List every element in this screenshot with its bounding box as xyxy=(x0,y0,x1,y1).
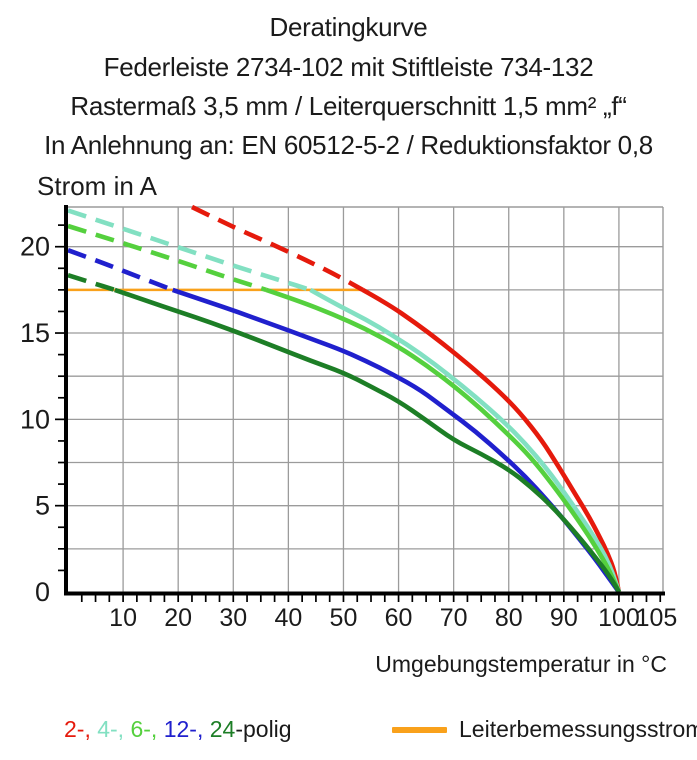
curve-24-polig-solid xyxy=(114,287,621,594)
x-tick-label: 40 xyxy=(274,604,302,632)
poles-legend-part: 2-, xyxy=(64,716,98,742)
y-tick-label: 0 xyxy=(35,577,50,607)
curve-4-polig-solid xyxy=(309,287,622,593)
y-tick-label: 20 xyxy=(20,232,50,262)
title-line-1: Deratingkurve xyxy=(269,12,428,42)
x-tick-label: 100 xyxy=(598,604,640,632)
x-tick-label: 10 xyxy=(109,604,137,632)
poles-legend-part: 6-, xyxy=(130,716,164,742)
x-tick-label: 90 xyxy=(550,604,578,632)
y-axis-title: Strom in A xyxy=(37,171,157,201)
x-tick-label: 60 xyxy=(385,604,413,632)
y-tick-label: 15 xyxy=(20,318,50,348)
poles-legend: 2-, 4-, 6-, 12-, 24-polig xyxy=(64,716,292,743)
x-tick-label: 50 xyxy=(330,604,358,632)
curve-4-polig-dashed xyxy=(67,208,312,293)
y-tick-label: 10 xyxy=(20,404,50,434)
curve-6-polig-dashed xyxy=(67,223,268,293)
rated-current-label: Leiterbemessungsstrom xyxy=(459,716,697,742)
x-tick-label: 70 xyxy=(440,604,468,632)
poles-legend-part: 12-, xyxy=(163,716,210,742)
title-line-2: Federleiste 2734-102 mit Stiftleiste 734… xyxy=(103,52,594,82)
curve-2-polig-solid xyxy=(361,287,622,593)
rated-current-legend: Leiterbemessungsstrom xyxy=(392,716,697,743)
curve-2-polig-dashed xyxy=(190,204,364,292)
x-tick-label: 20 xyxy=(164,604,192,632)
x-axis-title: Umgebungstemperatur in °C xyxy=(375,651,667,677)
poles-legend-part: 24 xyxy=(209,716,236,742)
rated-current-line-swatch xyxy=(392,726,447,733)
x-tick-label: 30 xyxy=(219,604,247,632)
curve-6-polig-solid xyxy=(265,287,622,593)
poles-legend-part: -polig xyxy=(235,716,292,742)
poles-legend-part: 4-, xyxy=(97,716,131,742)
title-line-3: Rastermaß 3,5 mm / Leiterquerschnitt 1,5… xyxy=(70,91,627,121)
title-line-4: In Anlehnung an: EN 60512-5-2 / Reduktio… xyxy=(44,130,653,160)
x-tick-label: 80 xyxy=(495,604,523,632)
y-tick-label: 5 xyxy=(35,491,50,521)
x-tick-label: 105 xyxy=(636,604,678,632)
curve-24-polig-dashed xyxy=(67,273,116,293)
